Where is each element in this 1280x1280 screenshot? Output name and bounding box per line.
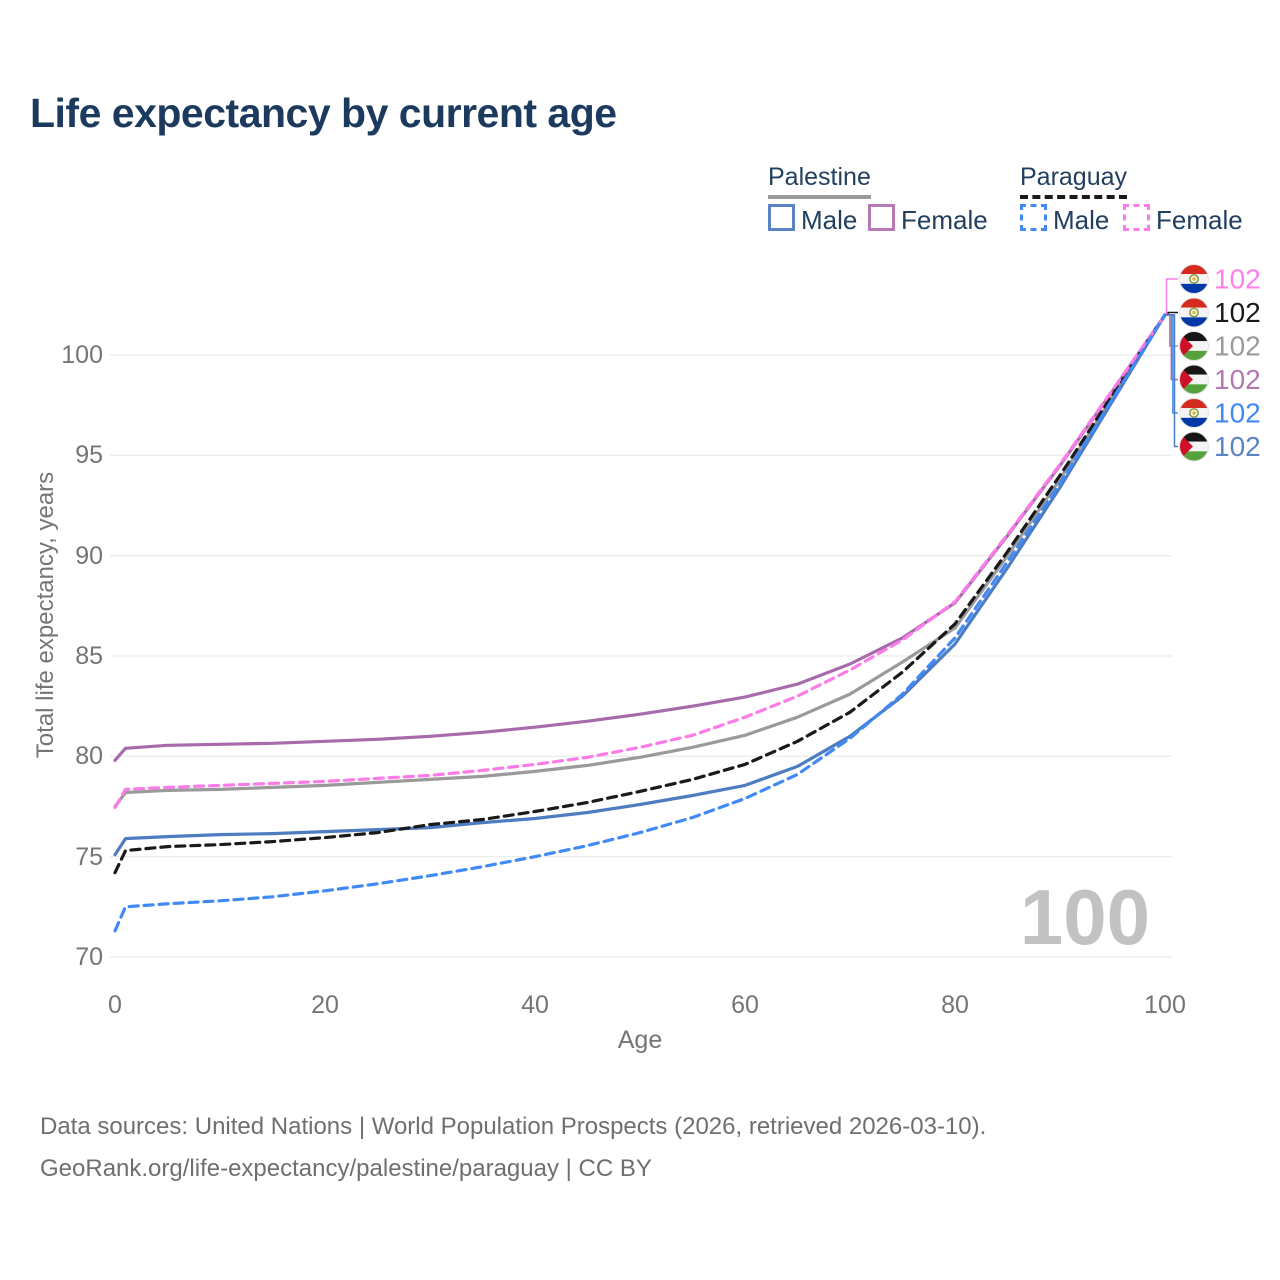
x-axis-title: Age (617, 1026, 663, 1054)
paraguay-male-swatch (1020, 204, 1047, 231)
x-tick-60: 60 (731, 991, 759, 1019)
leader-line-palestine-male (1165, 314, 1178, 448)
series-line-palestine (113, 313, 1167, 809)
y-tick-75: 75 (75, 842, 103, 871)
y-tick-95: 95 (75, 441, 103, 470)
y-tick-100: 100 (61, 340, 103, 369)
x-tick-80: 80 (941, 991, 969, 1019)
legend-item-palestine-male[interactable]: Male (768, 204, 857, 236)
x-tick-40: 40 (521, 991, 549, 1019)
legend-item-label: Female (1156, 205, 1243, 235)
end-value-paraguay-male: 102 (1214, 398, 1261, 429)
x-tick-100: 100 (1144, 991, 1186, 1019)
series-line-paraguay (113, 313, 1167, 875)
legend-item-label: Male (801, 205, 858, 235)
end-value-paraguay: 102 (1214, 297, 1261, 328)
paraguay-flag-icon (1179, 264, 1209, 294)
legend-item-paraguay-female[interactable]: Female (1123, 204, 1243, 236)
legend-item-label: Female (901, 205, 988, 235)
y-tick-70: 70 (75, 943, 103, 971)
end-value-paraguay-female: 102 (1214, 264, 1261, 295)
legend-item-palestine-female[interactable]: Female (868, 204, 988, 236)
series-line-paraguay-female (113, 313, 1167, 810)
data-sources-text: Data sources: United Nations | World Pop… (40, 1113, 987, 1140)
footer: Data sources: United Nations | World Pop… (40, 1106, 986, 1190)
palestine-female-swatch (868, 204, 895, 231)
paraguay-flag-icon (1179, 297, 1209, 328)
age-watermark: 100 (1019, 873, 1150, 961)
end-value-palestine: 102 (1214, 331, 1261, 362)
series-line-palestine-female (113, 313, 1167, 762)
legend-group-paraguay[interactable]: Paraguay (1020, 163, 1128, 199)
end-value-palestine-male: 102 (1214, 431, 1261, 462)
x-tick-0: 0 (108, 991, 122, 1019)
attribution-text: GeoRank.org/life-expectancy/palestine/pa… (40, 1155, 652, 1182)
end-value-palestine-female: 102 (1214, 364, 1261, 395)
series-line-palestine-male (113, 313, 1167, 857)
legend-item-label: Male (1053, 205, 1110, 235)
paraguay-flag-icon (1179, 398, 1209, 428)
palestine-flag-icon (1179, 431, 1209, 462)
y-tick-90: 90 (75, 541, 103, 570)
y-tick-85: 85 (75, 641, 103, 670)
palestine-flag-icon (1179, 331, 1209, 361)
x-tick-20: 20 (311, 991, 339, 1019)
page-title: Life expectancy by current age (30, 90, 617, 136)
paraguay-female-swatch (1123, 204, 1150, 231)
legend-item-paraguay-male[interactable]: Male (1020, 204, 1109, 236)
legend-group-palestine[interactable]: Palestine (768, 163, 871, 199)
palestine-flag-icon (1179, 364, 1209, 395)
y-axis-title: Total life expectancy, years (32, 471, 59, 759)
series-line-paraguay-male (113, 313, 1167, 933)
palestine-male-swatch (768, 204, 795, 231)
leader-line-palestine-female (1165, 314, 1178, 381)
leader-line-paraguay-female (1165, 278, 1178, 316)
y-tick-80: 80 (75, 742, 103, 771)
